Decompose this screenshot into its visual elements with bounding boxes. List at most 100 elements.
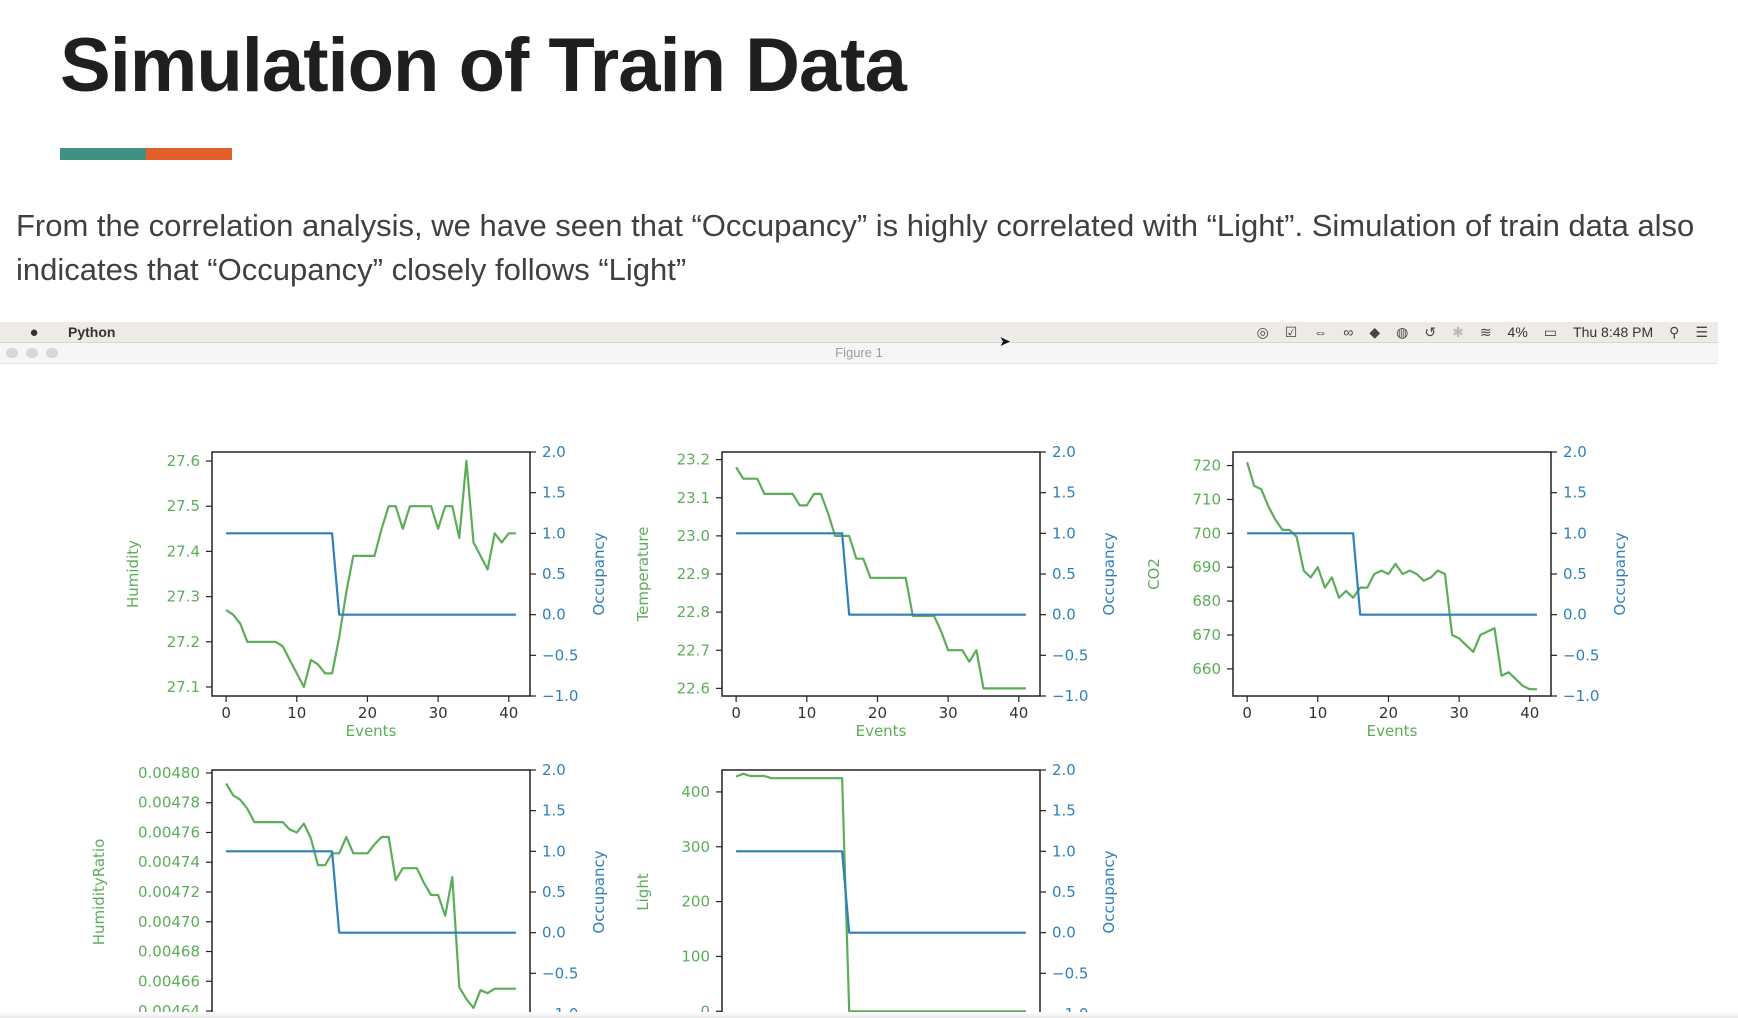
record-icon[interactable]: ◎	[1256, 323, 1269, 340]
y2-tick-label: 1.0	[542, 524, 566, 542]
window-controls	[6, 348, 58, 358]
y2-tick-label: 2.0	[1052, 761, 1076, 779]
y-tick-label: 0.00474	[138, 853, 200, 871]
plot-frame	[211, 769, 531, 1015]
y2-tick-label: 1.5	[542, 484, 566, 502]
title-accent-bar	[60, 148, 232, 160]
y2-tick-label: −0.5	[1563, 646, 1599, 664]
x-tick-label: 20	[868, 704, 887, 722]
y2-tick-label: 0.0	[542, 924, 566, 942]
y2-tick-label: 0.5	[1563, 565, 1587, 583]
y-tick-label: 27.5	[167, 497, 200, 515]
occupancy-series-line	[736, 532, 1026, 616]
y2-tick-label: −0.5	[542, 964, 578, 982]
window-titlebar: Figure 1	[0, 343, 1718, 364]
creative-cloud-icon[interactable]: ∞	[1343, 324, 1354, 340]
y2-axis-label: Occupancy	[590, 532, 608, 615]
y2-tick-label: −1.0	[1052, 687, 1088, 705]
battery-icon[interactable]: ▭	[1543, 323, 1558, 340]
y2-tick-label: −0.5	[542, 646, 578, 664]
dropbox-icon[interactable]: ◆	[1369, 323, 1381, 340]
y-tick-label: 720	[1192, 457, 1221, 475]
menubar-status-area: ◎ ☑ ⇔ ∞ ◆ ◍ ↺ ✱ ≋ 4% ▭ Thu 8:48 PM ⚲ ☰	[1257, 322, 1708, 342]
sensor-series-line	[1246, 461, 1537, 691]
y2-tick-label: 1.5	[542, 802, 566, 820]
y-tick-label: 680	[1192, 592, 1221, 610]
y-tick-label: 27.6	[167, 452, 200, 470]
y2-tick-label: 0.0	[1563, 606, 1587, 624]
y-tick-label: 0.00468	[138, 943, 200, 961]
y2-tick-label: 0.0	[542, 606, 566, 624]
sensor-series-line	[225, 782, 516, 1010]
x-tick-label: 0	[221, 704, 231, 722]
y-tick-label: 0.00480	[138, 764, 200, 782]
mouse-cursor-icon: ➤	[999, 333, 1011, 349]
teamviewer-icon[interactable]: ⇔	[1313, 324, 1328, 340]
y2-tick-label: −0.5	[1052, 646, 1088, 664]
globe-icon[interactable]: ◍	[1396, 323, 1409, 340]
y2-tick-label: 1.0	[1563, 524, 1587, 542]
y-tick-label: 100	[681, 947, 710, 965]
y-tick-label: 27.2	[167, 633, 200, 651]
y-tick-label: 0.00466	[138, 972, 200, 990]
y-tick-label: 27.4	[167, 542, 200, 560]
x-tick-label: 10	[797, 704, 816, 722]
y2-tick-label: 1.5	[1052, 484, 1076, 502]
y2-tick-label: 0.0	[1052, 606, 1076, 624]
y-tick-label: 200	[681, 893, 710, 911]
sensor-series-line	[225, 459, 516, 689]
x-tick-label: 40	[499, 704, 518, 722]
wifi-icon[interactable]: ≋	[1479, 323, 1492, 340]
checkmark-icon[interactable]: ☑	[1284, 323, 1298, 340]
y-tick-label: 22.7	[677, 641, 710, 659]
y-tick-label: 23.1	[677, 489, 710, 507]
search-icon[interactable]: ⚲	[1669, 323, 1680, 340]
x-tick-label: 40	[1009, 704, 1028, 722]
accent-segment-orange	[146, 148, 232, 160]
close-window-button[interactable]	[6, 348, 18, 358]
y2-tick-label: −1.0	[542, 687, 578, 705]
y-tick-label: 690	[1192, 558, 1221, 576]
y2-tick-label: 2.0	[1052, 443, 1076, 461]
zoom-window-button[interactable]	[46, 348, 58, 358]
description-text: From the correlation analysis, we have s…	[16, 208, 1695, 287]
sensor-series-line	[735, 466, 1026, 690]
occupancy-series-line	[226, 532, 516, 616]
page-title: Simulation of Train Data	[60, 23, 907, 108]
accent-segment-teal	[60, 148, 146, 160]
y-tick-label: 27.3	[167, 588, 200, 606]
y-tick-label: 23.0	[677, 527, 710, 545]
y-tick-label: 660	[1192, 660, 1221, 678]
y2-axis-label: Occupancy	[1100, 850, 1118, 933]
x-tick-label: 30	[429, 704, 448, 722]
window-title: Figure 1	[835, 345, 883, 360]
y-tick-label: 0	[700, 1002, 710, 1018]
occupancy-series-line	[226, 850, 516, 934]
y2-tick-label: 0.0	[1052, 924, 1076, 942]
time-machine-icon[interactable]: ↺	[1424, 323, 1437, 340]
y-tick-label: 300	[681, 838, 710, 856]
plot-frame	[721, 769, 1041, 1015]
y-tick-label: 710	[1192, 490, 1221, 508]
y-tick-label: 23.2	[677, 451, 710, 469]
y-tick-label: 400	[681, 783, 710, 801]
y2-tick-label: 1.0	[1052, 524, 1076, 542]
bluetooth-icon[interactable]: ✱	[1452, 323, 1464, 340]
y-axis-label: CO2	[1145, 558, 1163, 590]
y-tick-label: 22.9	[677, 565, 710, 583]
minimize-window-button[interactable]	[26, 348, 38, 358]
y-tick-label: 670	[1192, 626, 1221, 644]
page-bottom-edge	[0, 1012, 1738, 1018]
y-tick-label: 22.8	[677, 603, 710, 621]
x-axis-label: Events	[856, 722, 907, 740]
apple-icon[interactable]: ●	[29, 323, 39, 341]
menubar-app-name[interactable]: Python	[68, 324, 116, 340]
x-tick-label: 0	[1242, 704, 1252, 722]
menubar-clock[interactable]: Thu 8:48 PM	[1573, 324, 1654, 340]
y-axis-label: Temperature	[634, 526, 652, 622]
y2-tick-label: 1.5	[1052, 802, 1076, 820]
occupancy-series-line	[736, 850, 1026, 934]
y2-tick-label: 0.5	[542, 565, 566, 583]
list-icon[interactable]: ☰	[1695, 323, 1708, 340]
x-tick-label: 10	[287, 704, 306, 722]
